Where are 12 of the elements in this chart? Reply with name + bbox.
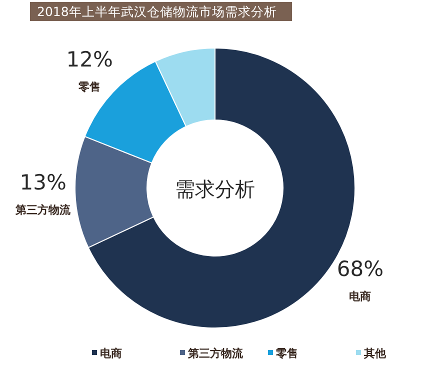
data-label: 12%: [66, 47, 113, 72]
chart-title: 2018年上半年武汉仓储物流市场需求分析: [37, 4, 277, 19]
slice-label: 电商: [349, 290, 372, 304]
data-label: 13%: [20, 170, 66, 194]
slice-label: 零售: [78, 80, 101, 94]
legend-label: 第三方物流: [187, 347, 244, 360]
text: 需求分析: [175, 177, 255, 201]
slice-label: 第三方物流: [14, 203, 72, 216]
data-label: 68%: [336, 257, 384, 282]
legend-label: 零售: [275, 347, 298, 360]
legend-label: 电商: [100, 347, 122, 360]
legend-label: 其他: [363, 347, 387, 360]
